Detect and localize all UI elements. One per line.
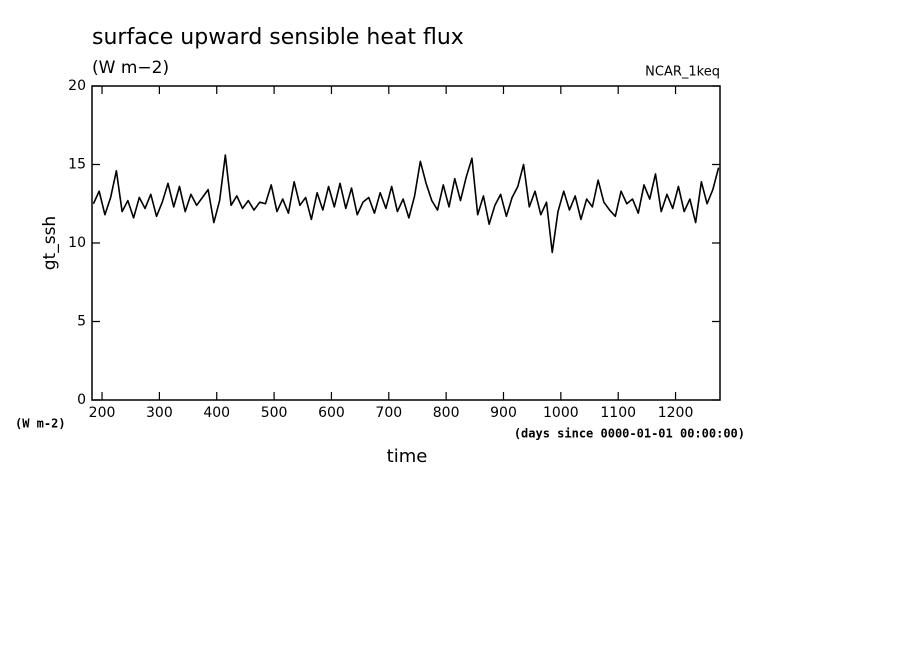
annotation: NCAR_1keq: [645, 65, 720, 80]
y-tick-label: 15: [68, 157, 86, 173]
plot-frame: [91, 85, 721, 401]
x-axis-label: time: [387, 446, 428, 467]
x-unit: (days since 0000-01-01 00:00:00): [514, 427, 745, 441]
x-tick-label: 1100: [600, 405, 636, 421]
x-tick-label: 800: [433, 405, 460, 421]
chart-subtitle: (W m−2): [92, 58, 169, 78]
y-tick-label: 20: [68, 78, 86, 94]
x-tick-label: 700: [375, 405, 402, 421]
x-tick-label: 500: [261, 405, 288, 421]
x-tick-label: 200: [89, 405, 116, 421]
y-tick-label: 10: [68, 235, 86, 251]
y-axis-label: gt_ssh: [40, 216, 60, 270]
chart-title: surface upward sensible heat flux: [92, 25, 464, 50]
y-tick-label: 0: [77, 392, 86, 408]
y-tick-label: 5: [77, 314, 86, 330]
x-tick-label: 1200: [658, 405, 694, 421]
x-tick-label: 1000: [543, 405, 579, 421]
data-line: [92, 154, 720, 254]
x-tick-label: 400: [203, 405, 230, 421]
x-tick-label: 600: [318, 405, 345, 421]
y-unit: (W m-2): [15, 417, 66, 431]
x-tick-label: 900: [490, 405, 517, 421]
x-tick-label: 300: [146, 405, 173, 421]
